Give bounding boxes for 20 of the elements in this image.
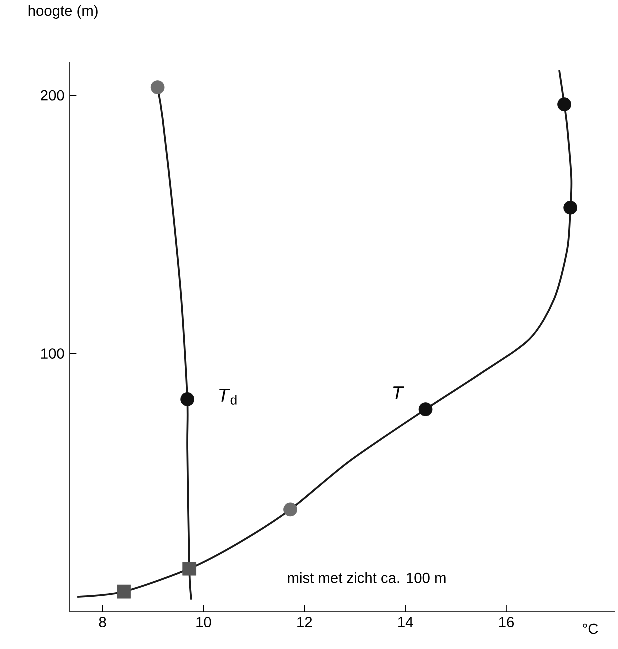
annotation: T$_{d}$	[220, 389, 237, 405]
x-axis-title: °C	[583, 624, 598, 634]
x-tick-label: 8	[99, 617, 106, 628]
x-tick-label: 10	[196, 617, 212, 628]
point	[558, 98, 572, 112]
x-tick-label: 16	[499, 617, 514, 628]
y-tick-label: 100	[41, 348, 64, 359]
point	[182, 562, 197, 576]
point	[564, 200, 578, 215]
point	[284, 502, 298, 517]
x-tick-label: 14	[398, 617, 414, 628]
y-axis-title: hoogte (m)	[28, 5, 98, 19]
point	[150, 80, 165, 94]
annotation: mist met zicht ca. 100 m	[288, 572, 446, 584]
point	[180, 392, 195, 406]
annotation: T	[394, 386, 404, 400]
point	[418, 402, 433, 416]
point	[117, 584, 131, 599]
y-tick-label: 200	[41, 90, 64, 101]
x-tick-label: 12	[298, 617, 312, 628]
